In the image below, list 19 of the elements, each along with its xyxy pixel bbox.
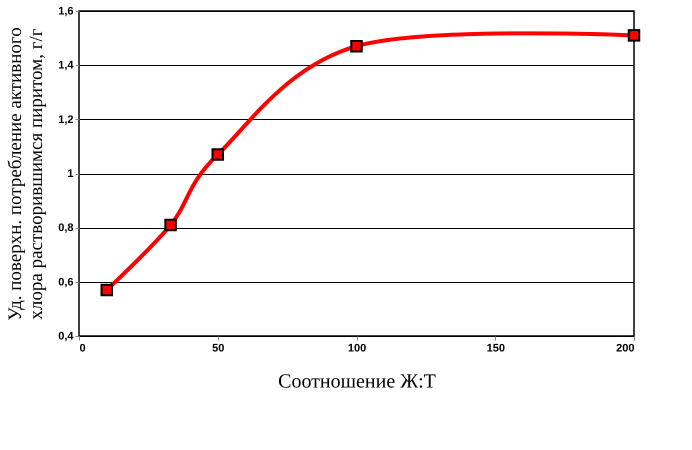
y-axis-title: Уд. поверхн. потребление активного хлора растворившимся пиритом, г/г — [5, 27, 48, 321]
x-axis-title: Соотношение Ж:Т — [278, 370, 436, 392]
y-tick-label: 1,2 — [58, 114, 74, 126]
x-tick-label: 50 — [212, 342, 224, 354]
point — [628, 29, 640, 42]
y-tick-label: 1,6 — [58, 6, 74, 18]
y-tick-label: 1 — [67, 168, 74, 180]
y-tick-label: 0,6 — [58, 276, 74, 288]
x-tick-label: 150 — [486, 342, 505, 354]
point — [100, 284, 113, 296]
point — [212, 148, 224, 161]
x-tick-label: 200 — [616, 342, 634, 354]
x-tick-label: 100 — [348, 342, 366, 354]
point — [350, 40, 363, 52]
y-tick-label: 1,4 — [58, 60, 74, 72]
x-tick-label: 0 — [80, 342, 86, 354]
y-tick-label: 0,4 — [58, 330, 74, 342]
point — [164, 218, 177, 232]
y-tick-label: 0,8 — [58, 222, 74, 234]
